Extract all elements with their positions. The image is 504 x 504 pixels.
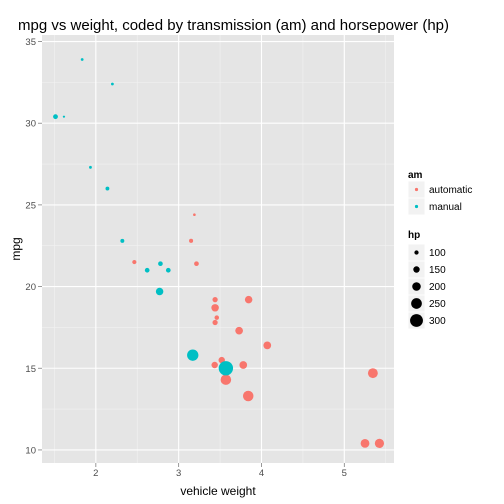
legend-label-hp: 200 [429,282,446,293]
point-automatic [132,260,137,265]
y-tick-label: 30 [25,119,36,130]
point-manual [165,267,171,273]
point-automatic [244,295,253,304]
point-automatic [211,304,219,312]
point-automatic [193,213,196,217]
x-tick-label: 3 [176,468,181,479]
legend-size-dot [414,250,419,255]
y-axis: 10 15 20 25 30 35 [25,37,42,456]
point-manual [144,267,150,273]
y-tick-label: 10 [25,445,36,456]
y-tick-label: 35 [25,37,36,48]
point-automatic [367,368,378,379]
chart-title: mpg vs weight, coded by transmission (am… [18,17,449,34]
legend-label-hp: 100 [429,248,446,259]
point-manual [218,361,234,376]
point-automatic [239,361,248,369]
x-axis-title: vehicle weight [180,484,256,498]
legend-size-dot [410,314,423,327]
point-automatic [242,390,254,402]
point-automatic [214,315,219,320]
legend-label-hp: 150 [429,265,446,276]
point-manual [105,186,110,191]
point-automatic [360,439,370,448]
y-tick-label: 20 [25,282,36,293]
legend-size-dot [412,282,421,291]
point-manual [53,114,58,120]
legend-hp: hp 100 150 200 250 300 [407,230,446,330]
x-tick-label: 4 [259,468,264,479]
point-manual [80,58,84,61]
point-manual [158,261,163,267]
legend-label-hp: 300 [429,316,446,327]
point-manual [89,165,92,169]
point-manual [187,349,199,361]
x-tick-label: 5 [342,468,347,479]
data-points [53,58,385,449]
legend-swatch-manual [414,204,419,209]
legend-size-dot [413,266,420,273]
y-tick-label: 25 [25,200,36,211]
legend-am-title: am [408,170,423,181]
plot-panel [42,35,394,463]
legend-label-manual: manual [429,202,462,213]
point-automatic [212,319,218,326]
point-manual [110,82,114,86]
point-automatic [212,297,218,303]
point-automatic [374,438,385,449]
point-manual [62,115,66,118]
legend-label-hp: 250 [429,299,446,310]
point-manual [155,287,164,296]
legend-hp-title: hp [408,230,420,241]
point-automatic [220,374,232,385]
legend-swatch-automatic [414,187,419,192]
point-automatic [235,326,243,335]
y-tick-label: 15 [25,364,36,375]
point-automatic [211,361,218,369]
point-automatic [189,238,194,243]
legend-am: am automatic manual [407,170,472,216]
point-manual [120,238,125,243]
legend-label-automatic: automatic [429,185,472,196]
x-axis: 2 3 4 5 [93,463,347,479]
point-automatic [194,261,199,267]
y-axis-title: mpg [9,237,23,260]
legend-size-dot [411,298,422,309]
x-tick-label: 2 [93,468,98,479]
grid-major [42,35,394,463]
grid-minor [42,35,394,463]
point-automatic [263,341,272,350]
